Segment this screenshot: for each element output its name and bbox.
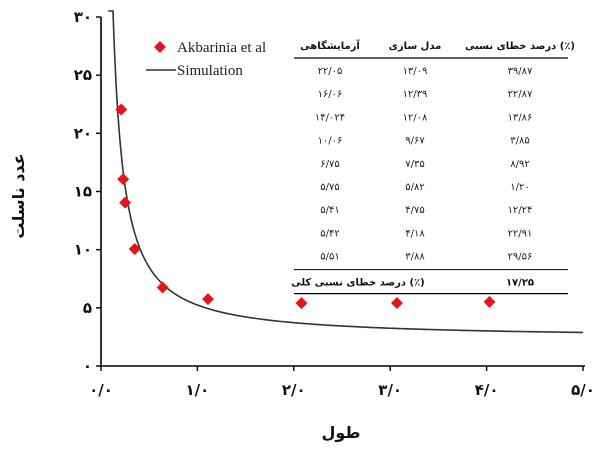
legend-marker-akbarinia — [154, 41, 166, 53]
table-header-cell: درصد خطای نسبی (٪) — [465, 41, 575, 52]
data-points — [115, 103, 496, 310]
y-tick-label: ۳۰ — [74, 8, 92, 26]
table-cell: ۱۲/۲۴ — [508, 205, 533, 216]
table-footer-value: ۱۷/۲۵ — [506, 278, 534, 289]
table-cell: ۹/۶۷ — [405, 136, 425, 147]
table-cell: ۵/۵۱ — [320, 252, 339, 263]
table-footer-label: درصد خطای نسبی کلی (٪) — [291, 278, 425, 289]
y-axis-title: عدد ناسلت — [9, 153, 28, 238]
table-cell: ۳/۸۸ — [405, 252, 425, 263]
table-cell: ۲۲/۰۵ — [318, 66, 343, 77]
simulation-curve — [108, 10, 584, 334]
error-table: آزمایشگاهی مدل سازی درصد خطای نسبی (٪) ۲۲/۰… — [291, 39, 575, 295]
x-tick-label: ۲/۰ — [282, 381, 306, 399]
y-tick-label: ۱۰ — [74, 241, 92, 259]
table-cell: ۲۹/۵۶ — [508, 252, 533, 263]
table-cell: ۱۳/۸۶ — [508, 112, 533, 123]
y-tick-label: ۱۵ — [74, 183, 92, 201]
table-cell: ۵/۷۵ — [320, 182, 339, 193]
data-point — [117, 173, 130, 186]
table-cell: ۷/۳۵ — [405, 159, 424, 170]
data-point — [119, 196, 132, 209]
table-cell: ۴/۷۵ — [405, 205, 424, 216]
data-point — [390, 296, 403, 309]
table-cell: ۲۲/۸۷ — [508, 89, 533, 100]
table-cell: ۶/۷۵ — [320, 159, 339, 170]
data-point — [202, 293, 215, 306]
table-cell: ۱۴/۰۲۴ — [315, 112, 345, 123]
table-cell: ۱/۲۰ — [510, 182, 529, 193]
x-tick-label: ۳/۰ — [378, 381, 402, 399]
legend-label-akbarinia: Akbarinia et al — [177, 40, 266, 56]
x-tick-label: ۱/۰ — [186, 381, 210, 399]
data-point — [115, 103, 128, 116]
x-axis-title: طول — [322, 423, 361, 442]
table-cell: ۱۲/۳۹ — [403, 89, 428, 100]
data-point — [483, 295, 496, 308]
table-cell: ۱۰/۰۶ — [318, 136, 343, 147]
x-tick-label: ۴/۰ — [475, 381, 499, 399]
y-tick-label: ۰ — [83, 357, 92, 375]
y-tick-label: ۲۵ — [74, 66, 92, 84]
table-cell: ۴/۱۸ — [405, 228, 425, 239]
x-tick-label: ۵/۰ — [571, 381, 595, 399]
legend: Akbarinia et al Simulation — [146, 40, 266, 79]
simulation-curve-group — [108, 10, 584, 334]
table-cell: ۳۹/۸۷ — [508, 66, 533, 77]
table-cell: ۵/۴۲ — [320, 228, 339, 239]
data-point — [295, 297, 308, 310]
legend-label-simulation: Simulation — [177, 63, 243, 79]
table-cell: ۱۲/۰۸ — [403, 112, 428, 123]
y-tick-label: ۲۰ — [74, 124, 92, 142]
tick-labels: ۰/۰ ۱/۰ ۲/۰ ۳/۰ ۴/۰ ۵/۰ ۰ ۵ ۱۰ ۱۵ ۲۰ ۲۵ ۳۰ — [74, 8, 595, 399]
x-tick-label: ۰/۰ — [89, 381, 113, 399]
table-cell: ۵/۴۱ — [320, 205, 339, 216]
table-cell: ۸/۹۲ — [510, 159, 529, 170]
table-cell: ۳/۸۵ — [510, 136, 529, 147]
data-point — [128, 242, 141, 255]
table-cell: ۱۳/۰۹ — [403, 66, 428, 77]
table-cell: ۱۶/۰۶ — [318, 89, 343, 100]
data-point — [156, 281, 169, 294]
y-tick-label: ۵ — [83, 299, 92, 317]
table-header-cell: مدل سازی — [389, 41, 442, 52]
table-cell: ۵/۸۲ — [405, 182, 424, 193]
table-header-cell: آزمایشگاهی — [300, 39, 360, 52]
table-cell: ۲۲/۹۱ — [508, 228, 533, 239]
